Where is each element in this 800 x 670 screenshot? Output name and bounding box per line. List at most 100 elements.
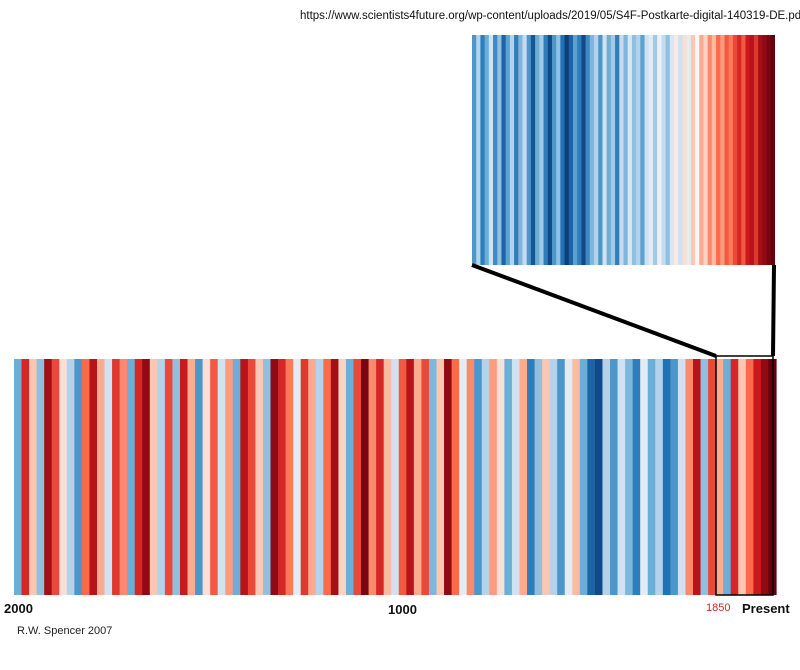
main-stripe <box>21 359 30 595</box>
main-stripe <box>179 359 189 595</box>
inset-stripe <box>682 35 688 265</box>
inset-stripe <box>648 35 654 265</box>
main-stripe <box>557 359 566 595</box>
inset-stripe <box>749 35 755 265</box>
inset-stripe <box>543 35 549 265</box>
main-stripe <box>345 359 355 595</box>
main-stripe <box>66 359 75 595</box>
inset-stripe <box>724 35 730 265</box>
main-stripe <box>353 359 362 595</box>
main-stripe <box>262 359 272 595</box>
inset-stripe <box>547 35 553 265</box>
inset-stripe <box>745 35 751 265</box>
main-stripe <box>232 359 241 595</box>
main-stripe <box>398 359 407 595</box>
main-stripe <box>300 359 309 595</box>
inset-stripe <box>699 35 705 265</box>
axis-label-1850: 1850 <box>706 602 731 614</box>
axis-label-start: 2000 <box>4 601 33 616</box>
main-stripe <box>187 359 196 595</box>
inset-stripe <box>530 35 536 265</box>
main-stripe <box>104 359 113 595</box>
main-stripe <box>670 359 679 595</box>
main-stripe <box>481 359 490 595</box>
inset-stripe <box>711 35 717 265</box>
main-stripe <box>730 359 739 595</box>
main-stripe <box>602 359 611 595</box>
inset-stripe <box>509 35 515 265</box>
inset-stripe <box>762 35 768 265</box>
main-stripe <box>270 359 279 595</box>
inset-stripe <box>766 35 772 265</box>
main-stripe <box>549 359 558 595</box>
main-stripe <box>149 359 158 595</box>
main-stripe <box>655 359 664 595</box>
inset-stripe <box>602 35 608 265</box>
inset-stripe <box>707 35 713 265</box>
inset-stripe <box>501 35 507 265</box>
main-stripe <box>134 359 143 595</box>
inset-stripe <box>484 35 490 265</box>
inset-stripe <box>551 35 557 265</box>
main-stripe <box>361 359 370 595</box>
inset-stripe <box>522 35 528 265</box>
inset-stripe <box>606 35 612 265</box>
inset-stripe <box>589 35 595 265</box>
inset-stripe <box>644 35 650 265</box>
inset-stripe <box>741 35 747 265</box>
inset-stripe <box>640 35 646 265</box>
main-stripe <box>119 359 128 595</box>
inset-stripe <box>488 35 494 265</box>
main-stripe <box>474 359 483 595</box>
zoom-connector-right-line <box>771 264 776 357</box>
main-stripe <box>693 359 702 595</box>
inset-stripe <box>737 35 742 265</box>
main-stripe <box>421 359 430 595</box>
inset-stripe <box>686 35 692 265</box>
inset-stripe <box>573 35 578 265</box>
main-stripe <box>96 359 106 595</box>
main-stripe <box>330 359 340 595</box>
inset-stripe <box>568 35 574 265</box>
main-stripe <box>44 359 53 595</box>
inset-stripe <box>631 35 637 265</box>
inset-stripe <box>615 35 620 265</box>
inset-stripe <box>753 35 759 265</box>
inset-stripe <box>505 35 511 265</box>
main-stripe <box>685 359 694 595</box>
inset-stripe <box>581 35 587 265</box>
source-url[interactable]: https://www.scientists4future.org/wp-con… <box>300 10 800 22</box>
inset-stripe <box>695 35 700 265</box>
inset-stripe <box>577 35 583 265</box>
main-stripe <box>723 359 732 595</box>
main-stripe <box>323 359 332 595</box>
main-stripe <box>172 359 181 595</box>
main-stripe <box>89 359 98 595</box>
main-stripe <box>708 359 717 595</box>
main-stripe <box>640 359 649 595</box>
main-stripe <box>278 359 287 595</box>
main-stripe <box>293 359 302 595</box>
inset-stripe <box>636 35 641 265</box>
main-stripe <box>112 359 121 595</box>
inset-stripe <box>728 35 734 265</box>
main-stripe <box>625 359 634 595</box>
main-stripe <box>59 359 68 595</box>
main-stripe <box>255 359 264 595</box>
main-stripe <box>81 359 91 595</box>
main-stripe <box>308 359 317 595</box>
main-stripe <box>217 359 226 595</box>
main-stripe <box>315 359 324 595</box>
main-stripe <box>700 359 709 595</box>
inset-stripe <box>535 35 540 265</box>
axis-label-mid: 1000 <box>388 602 417 617</box>
inset-stripe <box>619 35 625 265</box>
inset-stripe <box>770 35 775 265</box>
inset-stripe <box>657 35 662 265</box>
inset-stripe <box>526 35 532 265</box>
inset-stripe <box>627 35 633 265</box>
inset-stripe <box>594 35 599 265</box>
main-stripe <box>715 359 724 595</box>
main-stripe <box>285 359 294 595</box>
